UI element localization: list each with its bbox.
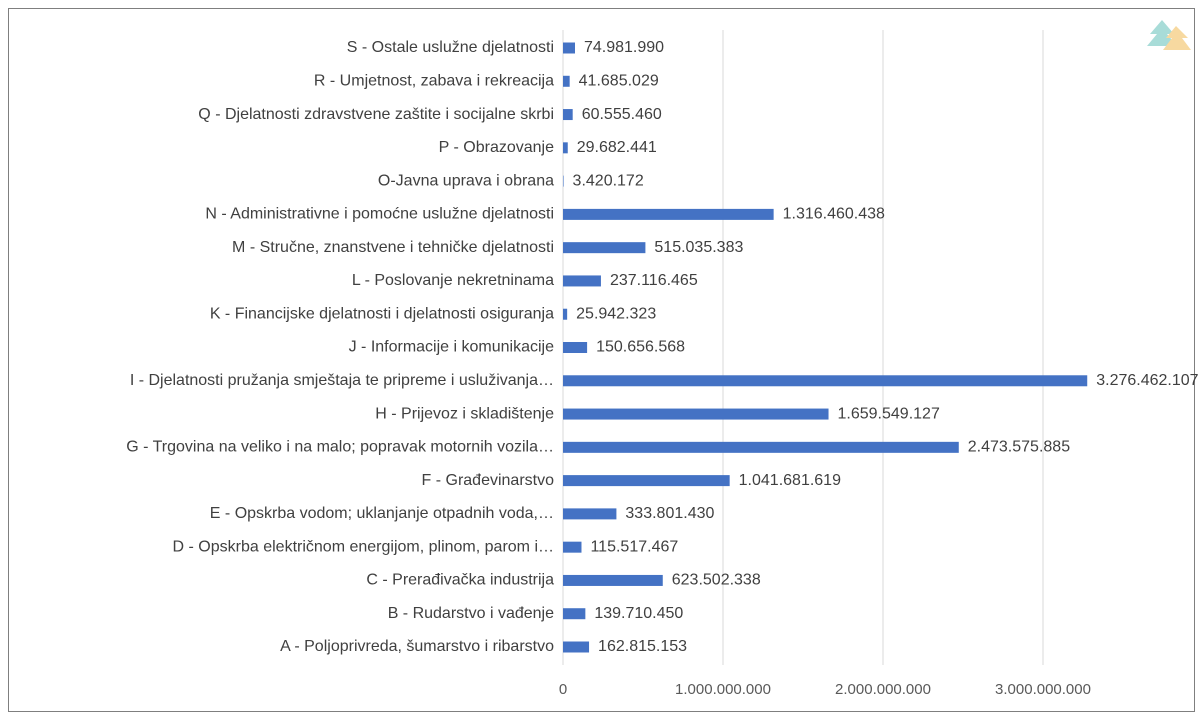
data-label: 3.420.172 — [573, 172, 644, 189]
y-tick-label: K - Financijske djelatnosti i djelatnost… — [210, 305, 554, 322]
bar — [563, 208, 774, 220]
logo — [1147, 20, 1191, 50]
bar — [563, 308, 568, 320]
bar — [563, 475, 730, 487]
y-tick-label: O-Javna uprava i obrana — [378, 172, 554, 189]
bar — [563, 175, 564, 187]
bar — [563, 375, 1088, 387]
x-tick-label: 2.000.000.000 — [835, 681, 931, 698]
x-tick-label: 0 — [559, 681, 567, 698]
y-tick-label: I - Djelatnosti pružanja smještaja te pr… — [130, 372, 554, 389]
y-tick-label: G - Trgovina na veliko i na malo; poprav… — [126, 439, 554, 456]
y-tick-label: H - Prijevoz i skladištenje — [375, 405, 554, 422]
data-label: 74.981.990 — [584, 39, 664, 56]
data-label: 115.517.467 — [590, 538, 678, 555]
y-tick-label: E - Opskrba vodom; uklanjanje otpadnih v… — [210, 505, 554, 522]
bar — [563, 574, 663, 586]
y-tick-label: R - Umjetnost, zabava i rekreacija — [314, 72, 554, 89]
y-tick-label: N - Administrativne i pomoćne uslužne dj… — [205, 206, 554, 223]
y-tick-label: J - Informacije i komunikacije — [349, 339, 555, 356]
y-tick-label: F - Građevinarstvo — [422, 472, 555, 489]
data-label: 1.659.549.127 — [838, 405, 940, 422]
x-tick-label: 1.000.000.000 — [675, 681, 771, 698]
data-label: 41.685.029 — [579, 72, 659, 89]
bar — [563, 142, 568, 154]
bar — [563, 242, 646, 254]
bar — [563, 342, 588, 353]
bar — [563, 641, 590, 653]
bar — [563, 42, 575, 54]
data-label: 1.041.681.619 — [739, 472, 841, 489]
x-tick-label: 3.000.000.000 — [995, 681, 1091, 698]
bar — [563, 608, 586, 620]
y-tick-label: A - Poljoprivreda, šumarstvo i ribarstvo — [280, 638, 554, 655]
y-tick-label: S - Ostale uslužne djelatnosti — [347, 39, 554, 56]
data-label: 2.473.575.885 — [968, 439, 1070, 456]
bar — [563, 109, 573, 121]
y-tick-label: P - Obrazovanje — [439, 139, 554, 156]
data-label: 515.035.383 — [654, 239, 743, 256]
bar — [563, 408, 829, 420]
chart-border — [8, 8, 1195, 712]
y-tick-label: B - Rudarstvo i vađenje — [388, 605, 554, 622]
y-tick-label: Q - Djelatnosti zdravstvene zaštite i so… — [198, 106, 554, 123]
bar — [563, 541, 582, 553]
data-label: 1.316.460.438 — [783, 206, 885, 223]
y-tick-label: C - Prerađivačka industrija — [366, 572, 554, 589]
data-label: 623.502.338 — [672, 572, 761, 589]
bar — [563, 275, 601, 287]
data-label: 162.815.153 — [598, 638, 687, 655]
data-label: 150.656.568 — [596, 339, 685, 356]
bar — [563, 508, 617, 520]
data-label: 25.942.323 — [576, 305, 656, 322]
bar — [563, 441, 959, 453]
y-tick-label: M - Stručne, znanstvene i tehničke djela… — [232, 239, 554, 256]
data-label: 333.801.430 — [625, 505, 714, 522]
y-tick-label: L - Poslovanje nekretninama — [352, 272, 554, 289]
data-label: 237.116.465 — [610, 272, 698, 289]
y-tick-label: D - Opskrba električnom energijom, plino… — [173, 538, 554, 555]
bar — [563, 75, 570, 87]
data-label: 139.710.450 — [594, 605, 683, 622]
data-label: 29.682.441 — [577, 139, 657, 156]
data-label: 3.276.462.107 — [1096, 372, 1198, 389]
data-label: 60.555.460 — [582, 106, 662, 123]
